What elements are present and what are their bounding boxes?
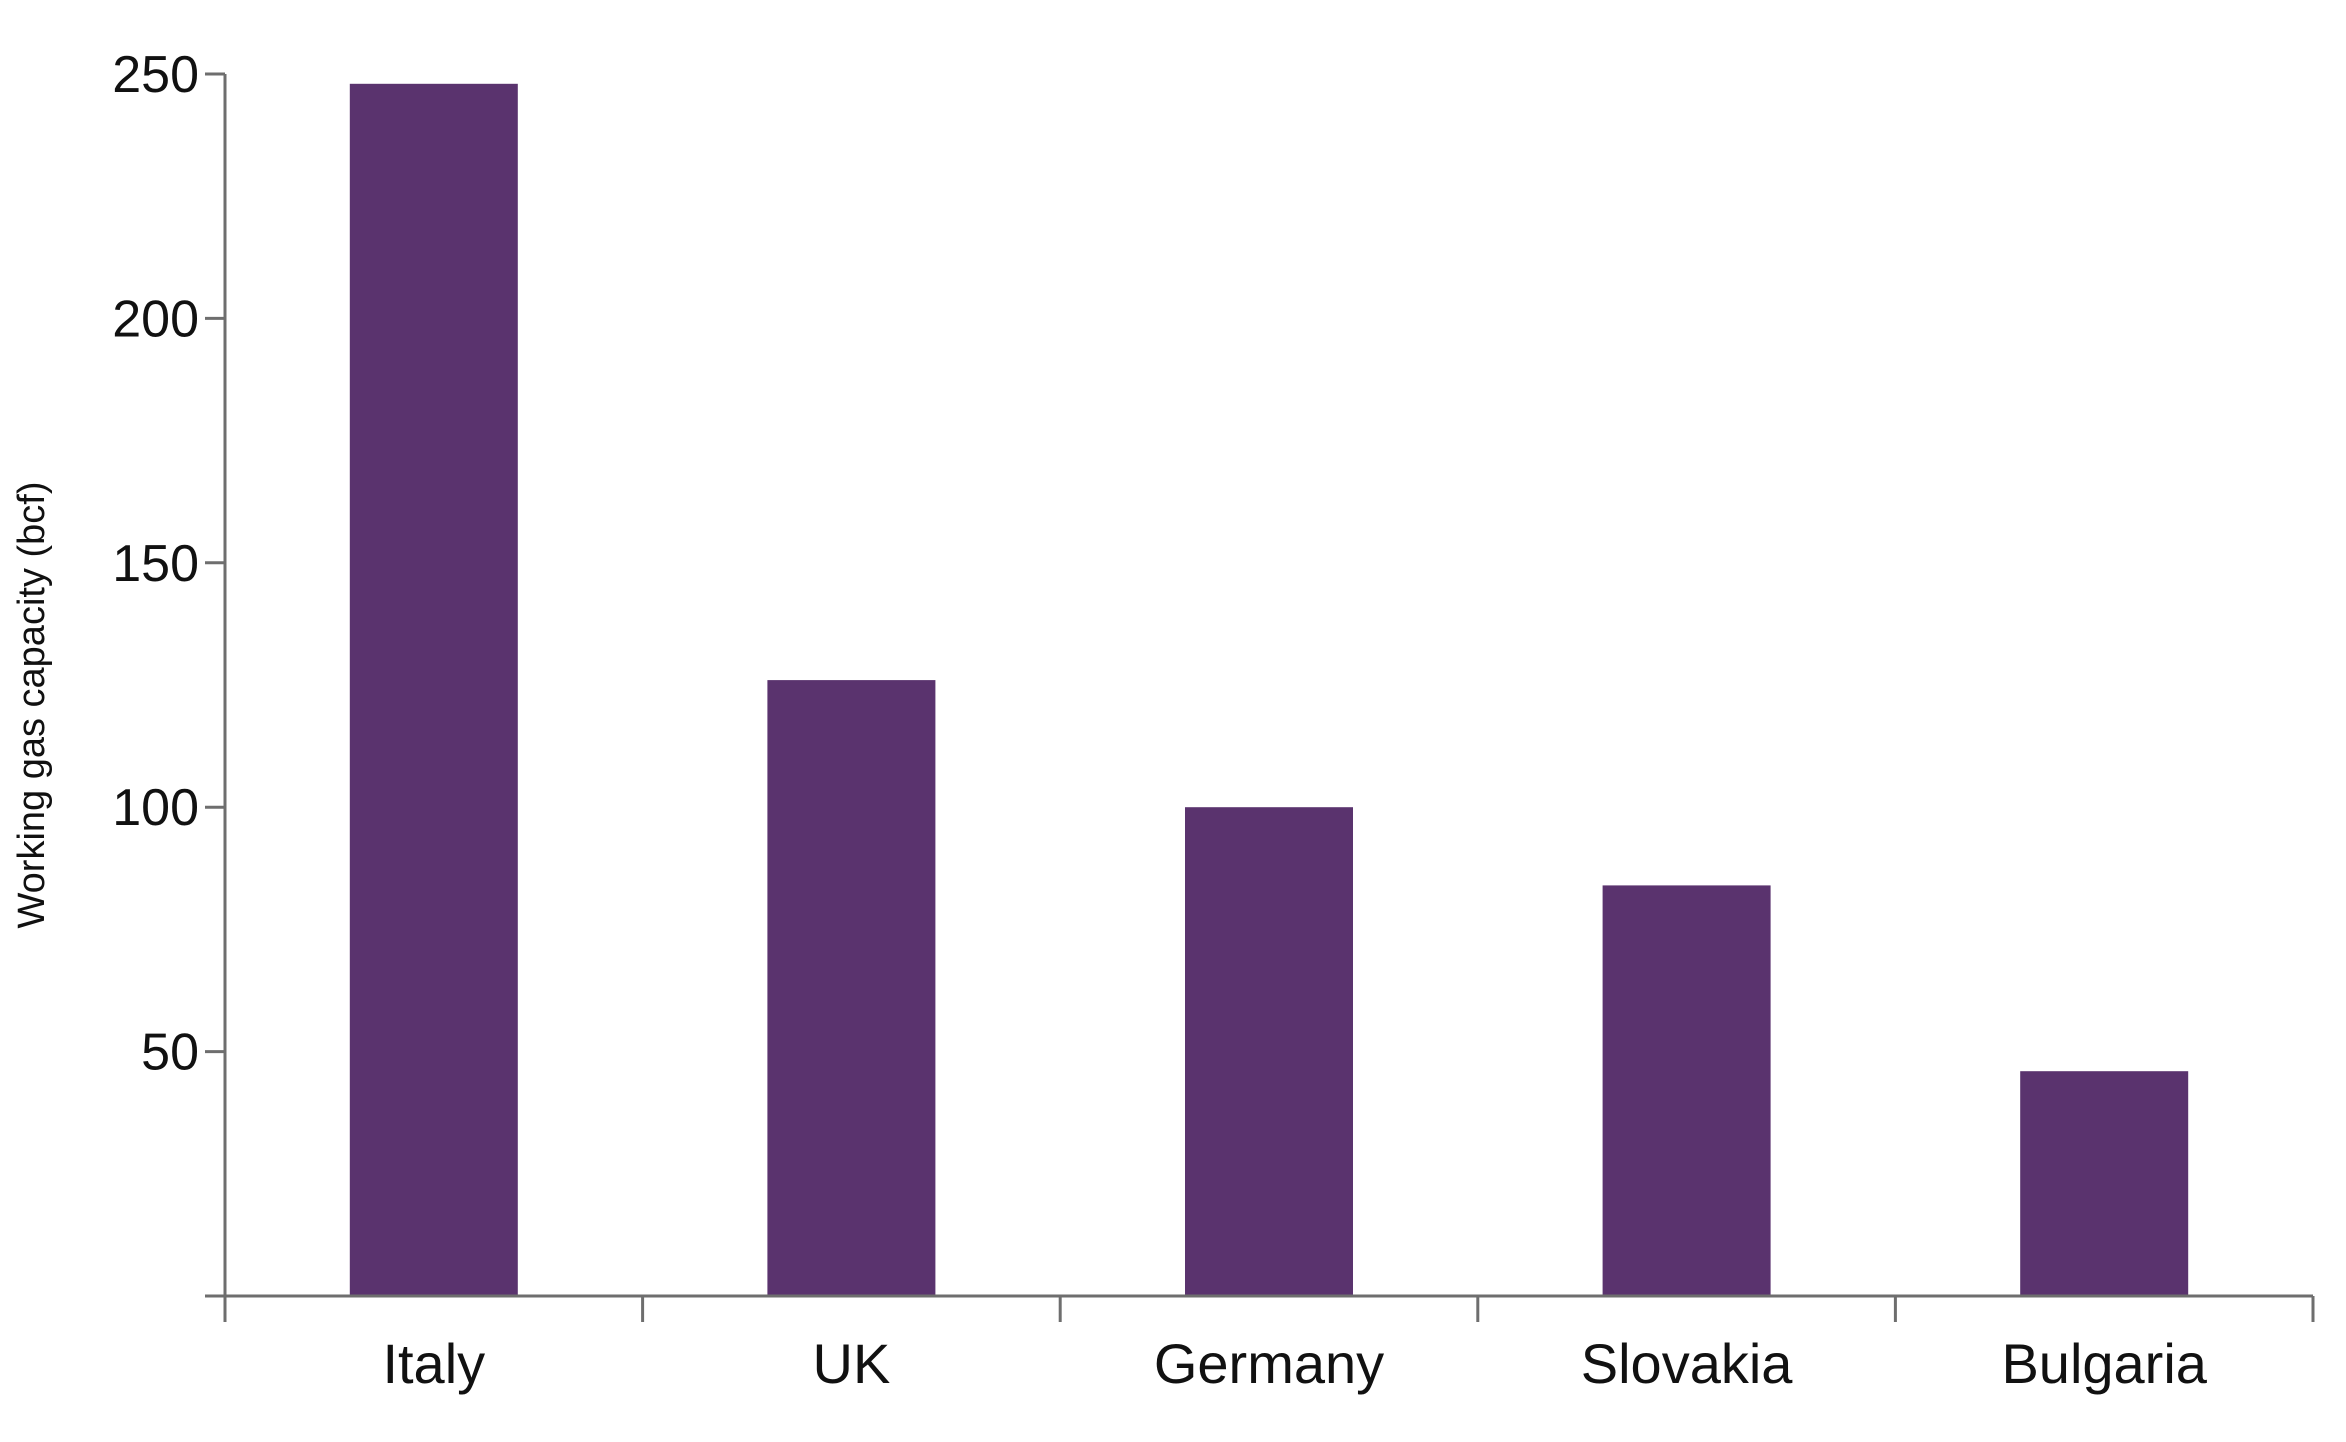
bar-italy [349,83,518,1296]
x-tick-label-slovakia: Slovakia [1581,1332,1794,1395]
bar-bulgaria [2020,1071,2189,1296]
y-tick-label-250: 250 [112,46,199,104]
y-tick-label-100: 100 [112,779,199,837]
y-axis: 50 100 150 200 250 [112,46,227,1298]
bar-uk [767,680,936,1296]
bars-group [349,83,2189,1296]
y-axis-title: Working gas capacity (bcf) [11,481,53,928]
x-tick-label-germany: Germany [1154,1332,1384,1395]
x-axis: Italy UK Germany Slovakia Bulgaria [205,1294,2315,1395]
y-axis-title-group: Working gas capacity (bcf) [11,481,53,928]
bar-germany [1185,807,1353,1296]
y-tick-label-50: 50 [141,1024,199,1082]
x-tick-label-italy: Italy [382,1332,485,1395]
y-tick-label-200: 200 [112,290,199,348]
x-tick-label-bulgaria: Bulgaria [2001,1332,2207,1395]
bar-slovakia [1602,885,1771,1296]
x-tick-label-uk: UK [813,1332,891,1395]
y-tick-label-150: 150 [112,535,199,593]
